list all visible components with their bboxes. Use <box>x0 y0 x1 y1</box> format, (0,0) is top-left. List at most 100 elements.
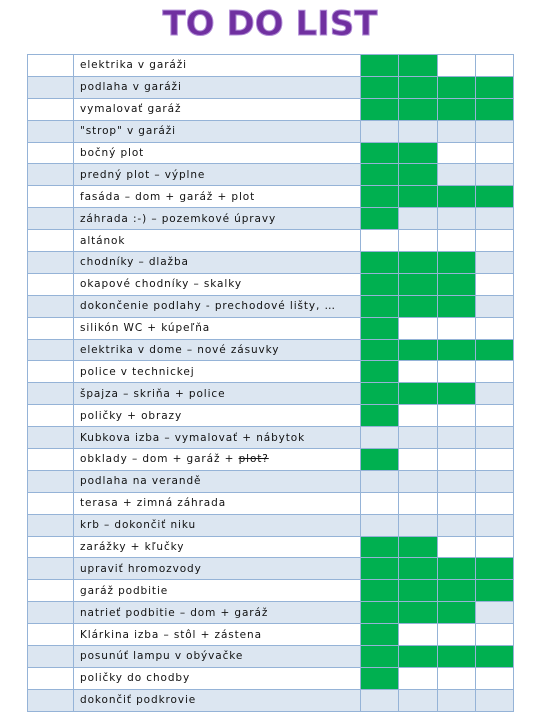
task-cell: bočný plot <box>73 141 361 165</box>
task-cell: garáž podbitie <box>73 579 361 603</box>
task-cell: špajza – skriňa + police <box>73 382 361 406</box>
status-cell <box>360 251 399 274</box>
blank-cell <box>27 141 74 165</box>
task-cell: dokončenie podlahy - prechodové lišty, … <box>73 294 361 318</box>
blank-cell <box>27 382 74 406</box>
status-cell <box>360 163 399 187</box>
task-row: poličky do chodby <box>27 666 514 690</box>
todo-table: elektrika v garáži podlaha v garáži vymalo… <box>27 54 514 712</box>
task-row: fasáda – dom + garáž + plot <box>27 185 514 209</box>
task-text: záhrada :-) – pozemkové úpravy <box>80 212 277 225</box>
blank-cell <box>27 623 74 647</box>
task-row: bočný plot <box>27 141 514 165</box>
status-cell <box>475 207 514 231</box>
task-cell: "strop" v garáži <box>73 119 361 143</box>
blank-cell <box>27 75 74 99</box>
task-cell: Kubkova izba – vymalovať + nábytok <box>73 426 361 450</box>
task-cell: Klárkina izba – stôl + zástena <box>73 623 361 647</box>
status-cell <box>360 382 399 406</box>
task-row: Kubkova izba – vymalovať + nábytok <box>27 426 514 450</box>
status-cell <box>437 426 476 450</box>
task-text: upraviť hromozvody <box>80 562 202 575</box>
status-cell <box>475 688 514 712</box>
status-cell <box>437 251 476 274</box>
blank-cell <box>27 272 74 296</box>
blank-cell <box>27 119 74 143</box>
blank-cell <box>27 426 74 450</box>
blank-cell <box>27 535 74 559</box>
status-cell <box>360 448 399 471</box>
status-cell <box>360 229 399 253</box>
blank-cell <box>27 294 74 318</box>
task-text: altánok <box>80 234 126 247</box>
status-cell <box>475 141 514 165</box>
status-cell <box>360 601 399 625</box>
status-cell <box>360 185 399 209</box>
task-row: terasa + zimná záhrada <box>27 491 514 515</box>
blank-cell <box>27 448 74 471</box>
task-text: poličky + obrazy <box>80 409 183 422</box>
task-text: posunúť lampu v obývačke <box>80 650 244 663</box>
status-cell <box>398 513 438 537</box>
status-cell <box>360 491 399 515</box>
status-cell <box>360 688 399 712</box>
status-cell <box>437 338 476 362</box>
task-text: garáž podbitie <box>80 584 169 597</box>
task-cell: obklady – dom + garáž + plot? <box>73 448 361 471</box>
status-cell <box>398 141 438 165</box>
task-cell: elektrika v garáži <box>73 54 361 77</box>
status-cell <box>437 469 476 493</box>
status-cell <box>360 535 399 559</box>
status-cell <box>475 294 514 318</box>
status-cell <box>475 97 514 121</box>
task-text: zarážky + kľučky <box>80 541 185 554</box>
task-text: predný plot – výplne <box>80 168 206 181</box>
task-row: garáž podbitie <box>27 579 514 603</box>
task-row: záhrada :-) – pozemkové úpravy <box>27 207 514 231</box>
task-text: silikón WC + kúpeľňa <box>80 322 211 335</box>
blank-cell <box>27 469 74 493</box>
blank-cell <box>27 229 74 253</box>
status-cell <box>360 623 399 647</box>
task-row: police v technickej <box>27 360 514 384</box>
status-cell <box>360 404 399 428</box>
task-text: dokončiť podkrovie <box>80 694 197 707</box>
status-cell <box>437 382 476 406</box>
status-cell <box>437 557 476 581</box>
status-cell <box>475 666 514 690</box>
task-cell: terasa + zimná záhrada <box>73 491 361 515</box>
status-cell <box>360 141 399 165</box>
status-cell <box>475 491 514 515</box>
status-cell <box>398 426 438 450</box>
task-text: poličky do chodby <box>80 672 191 685</box>
status-cell <box>398 645 438 668</box>
task-text: police v technickej <box>80 365 195 378</box>
title: TO DO LIST <box>162 4 378 45</box>
task-row: predný plot – výplne <box>27 163 514 187</box>
blank-cell <box>27 54 74 77</box>
task-row: posunúť lampu v obývačke <box>27 645 514 668</box>
task-row: obklady – dom + garáž + plot? <box>27 448 514 471</box>
task-cell: predný plot – výplne <box>73 163 361 187</box>
status-cell <box>360 469 399 493</box>
status-cell <box>398 448 438 471</box>
status-cell <box>360 666 399 690</box>
status-cell <box>475 338 514 362</box>
blank-cell <box>27 666 74 690</box>
status-cell <box>475 163 514 187</box>
status-cell <box>437 535 476 559</box>
task-row: okapové chodníky – skalky <box>27 272 514 296</box>
status-cell <box>360 426 399 450</box>
task-row: natrieť podbitie – dom + garáž <box>27 601 514 625</box>
status-cell <box>437 404 476 428</box>
task-cell: záhrada :-) – pozemkové úpravy <box>73 207 361 231</box>
blank-cell <box>27 316 74 340</box>
status-cell <box>437 601 476 625</box>
task-cell: fasáda – dom + garáž + plot <box>73 185 361 209</box>
task-text: obklady – dom + garáž + <box>80 453 239 466</box>
status-cell <box>360 316 399 340</box>
task-text: elektrika v dome – nové zásuvky <box>80 344 280 357</box>
status-cell <box>398 666 438 690</box>
status-cell <box>475 75 514 99</box>
status-cell <box>437 97 476 121</box>
